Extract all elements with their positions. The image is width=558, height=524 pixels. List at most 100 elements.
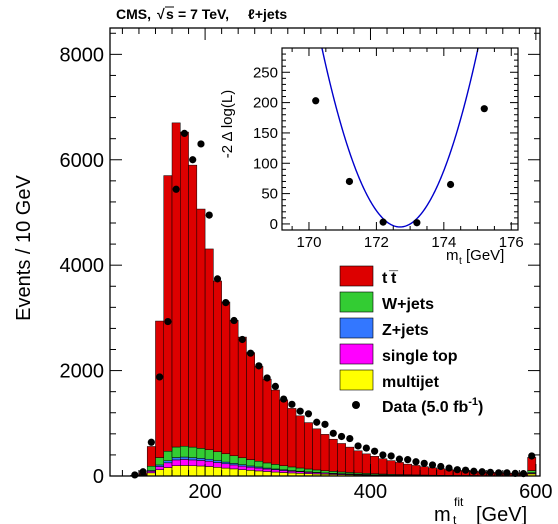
bar-t-t-5 (171, 122, 181, 448)
data-point-38 (445, 464, 453, 472)
bar-t-t-12 (229, 320, 239, 457)
data-point-2 (147, 438, 155, 446)
bar-w-jets-9 (204, 449, 214, 460)
main-xlabel-sup: fit (454, 495, 464, 509)
bar-w-jets-10 (213, 451, 222, 461)
data-point-31 (387, 452, 395, 460)
main-xlabel-sub: t (453, 513, 457, 524)
inset-y-tick-label-200: 200 (253, 95, 278, 112)
bar-t-t-15 (254, 366, 264, 462)
data-point-25 (337, 432, 346, 441)
bar-single-top-6 (180, 459, 189, 466)
bar-multijet-16 (262, 471, 272, 477)
bar-t-t-17 (271, 389, 280, 465)
data-point-9 (205, 211, 213, 219)
data-point-20 (296, 407, 304, 415)
data-point-23 (321, 420, 329, 428)
y-tick-label-6000: 6000 (60, 150, 105, 172)
bar-t-t-9 (204, 248, 214, 451)
legend-label-data-main: Data (5.0 fb (382, 399, 468, 416)
title-channel: ℓ+jets (248, 6, 287, 22)
bar-single-top-8 (196, 460, 206, 467)
bar-multijet-4 (163, 467, 173, 477)
bar-single-top-17 (271, 469, 280, 473)
likelihood-point-2 (379, 218, 387, 226)
legend-label-single-top: single top (382, 348, 458, 365)
data-point-16 (263, 374, 271, 382)
inset-x-tick-label-176: 176 (499, 234, 524, 251)
title-sqrt-s: s (166, 6, 174, 22)
inset-fit-curve (321, 48, 479, 228)
y-tick-label-4000: 4000 (60, 255, 105, 277)
data-point-19 (288, 400, 296, 408)
bar-z-jets-9 (204, 458, 214, 462)
y-tick-label-8000: 8000 (60, 44, 105, 66)
data-point-21 (304, 410, 313, 418)
legend-marker-data (352, 401, 360, 409)
bar-w-jets-22 (312, 469, 322, 473)
data-point-34 (412, 458, 420, 466)
bar-t-t-7 (188, 164, 198, 448)
data-point-48 (528, 452, 536, 460)
bar-single-top-5 (171, 459, 181, 466)
bar-w-jets-4 (163, 450, 173, 461)
bar-t-t-29 (370, 456, 380, 474)
bar-z-jets-7 (188, 457, 198, 461)
inset-xlabel-unit: [GeV] (466, 247, 504, 264)
bar-z-jets-11 (221, 461, 231, 465)
bar-w-jets-5 (171, 446, 181, 458)
bar-t-t-8 (196, 208, 206, 449)
bar-single-top-4 (163, 462, 173, 468)
legend-swatch-single-top (339, 343, 374, 365)
legend-label-multijet: multijet (382, 374, 440, 391)
data-point-24 (329, 429, 337, 437)
bar-multijet-5 (171, 465, 181, 477)
inset-x-tick-label-174: 174 (431, 234, 456, 251)
data-point-32 (395, 455, 404, 463)
bar-w-jets-11 (221, 453, 231, 463)
bar-t-t-13 (237, 336, 247, 459)
bar-single-top-18 (279, 470, 289, 473)
legend-swatch-ttbar (339, 265, 374, 287)
data-point-11 (222, 298, 230, 307)
bar-single-top-3 (155, 466, 165, 470)
inset-xlabel-sub: t (459, 256, 462, 267)
bar-multijet-9 (204, 466, 214, 477)
data-point-35 (420, 459, 428, 467)
legend-label-ttbar-2: t̅ (389, 270, 399, 287)
bar-z-jets-4 (163, 460, 173, 464)
legend-label-data-end: ) (478, 399, 483, 416)
bar-single-top-13 (237, 465, 247, 470)
data-point-17 (271, 382, 279, 390)
main-xlabel: m fit t [GeV] (434, 495, 527, 524)
bar-multijet-7 (188, 465, 198, 477)
data-point-15 (255, 362, 263, 370)
main-data-points (131, 129, 536, 479)
bar-w-jets-3 (155, 457, 165, 466)
data-point-41 (470, 467, 478, 475)
data-point-7 (189, 156, 197, 164)
legend-label-data-sup: -1 (468, 396, 478, 408)
bar-single-top-16 (262, 468, 272, 472)
inset-background (282, 48, 518, 230)
inset-ylabel: -2 Δ log(L) (219, 90, 236, 158)
data-point-37 (437, 462, 445, 471)
bar-t-t-19 (287, 408, 297, 468)
data-point-13 (238, 335, 246, 344)
inset-y-tick-label-100: 100 (253, 155, 278, 172)
bar-t-t-27 (353, 450, 363, 474)
bar-t-t-26 (345, 446, 355, 473)
bar-t-t-2 (146, 446, 156, 467)
data-point-14 (246, 349, 255, 357)
fit-parabola (321, 48, 479, 228)
bar-z-jets-10 (213, 460, 222, 463)
data-point-30 (379, 451, 387, 459)
bar-multijet-11 (221, 467, 231, 477)
data-point-8 (197, 140, 205, 148)
bar-t-t-11 (221, 301, 231, 455)
likelihood-point-0 (312, 97, 320, 105)
bar-t-t-30 (378, 458, 388, 475)
bar-z-jets-6 (180, 456, 189, 460)
inset-axes: 170 172 174 176 0 50 100 150 200 250 (253, 47, 524, 251)
